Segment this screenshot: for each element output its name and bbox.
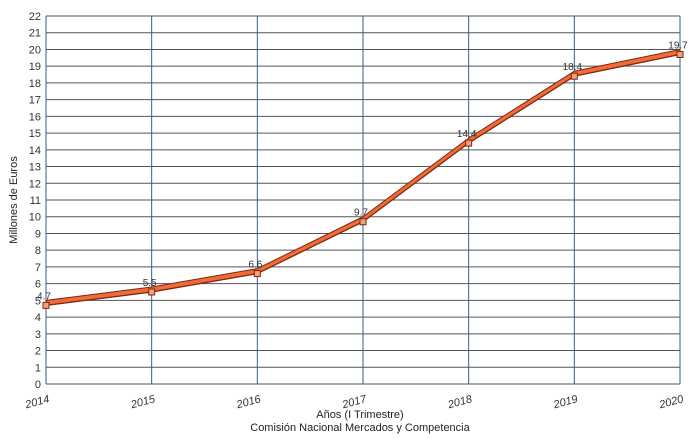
- y-tick-label: 10: [29, 212, 41, 224]
- y-tick-label: 4: [35, 312, 41, 324]
- y-tick-label: 6: [35, 279, 41, 291]
- data-label: 6.6: [248, 260, 262, 271]
- y-tick-label: 0: [35, 379, 41, 391]
- data-point: [253, 270, 261, 278]
- vertical-gridlines: [45, 16, 681, 384]
- data-point: [42, 301, 50, 309]
- x-tick-label: 2019: [551, 393, 579, 411]
- y-tick-label: 19: [29, 61, 41, 73]
- y-tick-label: 5: [35, 295, 41, 307]
- y-tick-label: 15: [29, 128, 41, 140]
- y-tick-label: 7: [35, 262, 41, 274]
- y-tick-label: 16: [29, 111, 41, 123]
- y-tick-label: 1: [35, 362, 41, 374]
- data-point: [570, 72, 578, 80]
- data-point: [359, 218, 367, 226]
- x-tick-label: 2020: [657, 393, 686, 411]
- y-tick-label: 22: [29, 11, 41, 23]
- y-tick-label: 20: [29, 44, 41, 56]
- y-tick-label: 18: [29, 78, 41, 90]
- x-tick-label: 2015: [129, 393, 158, 411]
- y-tick-label: 11: [30, 195, 41, 207]
- y-axis-title: Millones de Euros: [8, 156, 20, 244]
- y-tick-label: 14: [29, 145, 41, 157]
- y-tick-label: 2: [35, 346, 41, 358]
- data-label: 19.7: [668, 40, 688, 51]
- y-tick-label: 21: [29, 28, 41, 40]
- x-axis-title: Años (I Trimestre): [316, 409, 403, 421]
- data-label: 4.7: [37, 291, 51, 302]
- data-point: [676, 50, 684, 58]
- data-label: 18.4: [563, 62, 583, 73]
- source-caption: Comisión Nacional Mercados y Competencia: [250, 422, 470, 434]
- data-labels: 4.7 5.5 6.6 9.7 14.4 18.4 19.7: [37, 40, 688, 302]
- y-tick-label: 17: [29, 95, 41, 107]
- data-point: [465, 139, 473, 147]
- x-tick-label: 2018: [446, 393, 475, 411]
- x-tick-label: 2014: [23, 393, 51, 411]
- y-tick-label: 3: [35, 329, 41, 341]
- data-label: 9.7: [354, 208, 368, 219]
- y-tick-label: 9: [35, 228, 41, 240]
- data-label: 5.5: [143, 278, 157, 289]
- series-markers: [42, 50, 684, 309]
- y-tick-label: 12: [29, 178, 41, 190]
- data-point: [148, 288, 156, 296]
- x-tick-label: 2016: [234, 393, 263, 411]
- y-tick-label: 8: [35, 245, 41, 257]
- data-label: 14.4: [457, 129, 477, 140]
- y-tick-label: 13: [29, 162, 41, 174]
